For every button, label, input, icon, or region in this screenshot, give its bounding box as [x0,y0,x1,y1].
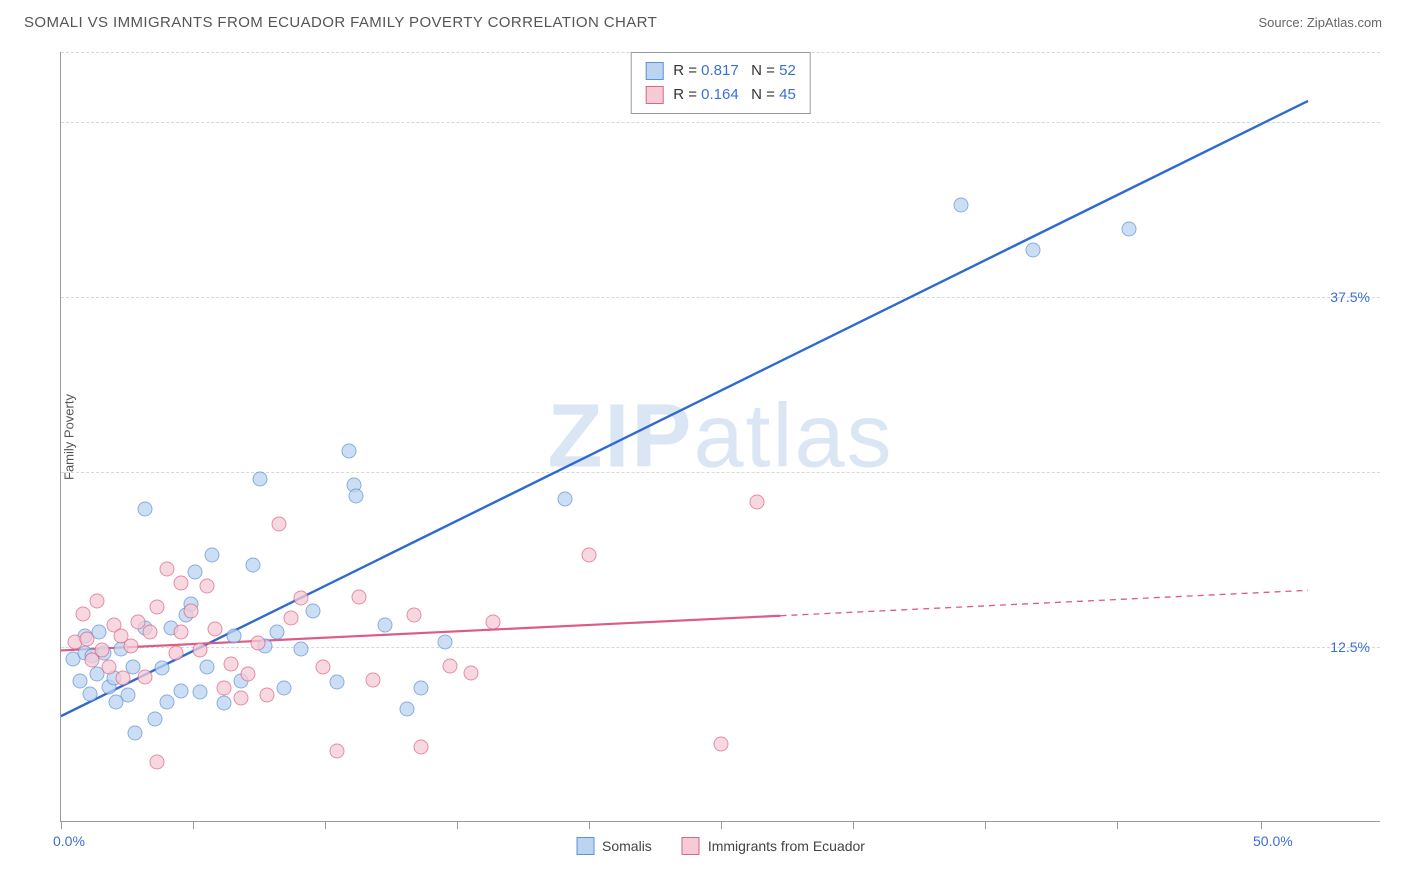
data-point-ecuador [116,671,131,686]
data-point-ecuador [207,622,222,637]
data-point-ecuador [464,665,479,680]
data-point-somalis [188,564,203,579]
x-tick [721,821,722,829]
data-point-somalis [226,629,241,644]
data-point-ecuador [272,517,287,532]
data-point-somalis [1026,242,1041,257]
x-tick [589,821,590,829]
data-point-somalis [330,675,345,690]
data-point-ecuador [582,548,597,563]
trend-line-ecuador-dashed [780,590,1308,615]
data-point-ecuador [169,646,184,661]
x-tick [985,821,986,829]
data-point-somalis [253,472,268,487]
x-tick [853,821,854,829]
data-point-ecuador [315,660,330,675]
data-point-ecuador [193,643,208,658]
data-point-somalis [399,702,414,717]
data-point-somalis [246,557,261,572]
data-point-ecuador [75,606,90,621]
data-point-somalis [1122,221,1137,236]
data-point-somalis [147,711,162,726]
data-point-ecuador [224,657,239,672]
x-tick [61,821,62,829]
data-point-somalis [277,681,292,696]
gridline [61,297,1380,298]
data-point-ecuador [486,615,501,630]
scatter-chart: ZIPatlas Family Poverty 12.5%37.5% R = 0… [60,52,1380,822]
data-point-ecuador [217,681,232,696]
data-point-ecuador [123,639,138,654]
data-point-ecuador [159,562,174,577]
data-point-somalis [128,725,143,740]
chart-title: SOMALI VS IMMIGRANTS FROM ECUADOR FAMILY… [24,14,657,31]
data-point-somalis [558,492,573,507]
legend-row-ecuador: R = 0.164 N = 45 [645,83,796,107]
x-tick-label: 0.0% [53,833,85,849]
data-point-ecuador [330,744,345,759]
data-point-somalis [270,625,285,640]
data-point-ecuador [183,604,198,619]
x-tick-label: 50.0% [1253,833,1293,849]
data-point-somalis [217,696,232,711]
x-tick [457,821,458,829]
data-point-ecuador [414,739,429,754]
data-point-ecuador [714,737,729,752]
data-point-ecuador [150,755,165,770]
data-point-somalis [342,444,357,459]
series-legend: Somalis Immigrants from Ecuador [576,837,865,855]
data-point-somalis [306,604,321,619]
x-tick [193,821,194,829]
data-point-somalis [82,686,97,701]
data-point-somalis [378,618,393,633]
x-tick [325,821,326,829]
data-point-ecuador [366,672,381,687]
data-point-ecuador [142,625,157,640]
data-point-ecuador [284,611,299,626]
data-point-somalis [200,660,215,675]
data-point-ecuador [294,591,309,606]
chart-source: Source: ZipAtlas.com [1258,15,1382,30]
y-tick-label: 12.5% [1330,639,1370,655]
data-point-ecuador [174,576,189,591]
data-point-ecuador [94,643,109,658]
x-tick [1117,821,1118,829]
data-point-somalis [294,641,309,656]
data-point-somalis [438,634,453,649]
gridline [61,122,1380,123]
data-point-ecuador [750,494,765,509]
stats-legend: R = 0.817 N = 52 R = 0.164 N = 45 [630,52,811,114]
data-point-ecuador [241,667,256,682]
data-point-ecuador [174,625,189,640]
y-tick-label: 37.5% [1330,289,1370,305]
data-point-somalis [414,681,429,696]
data-point-somalis [174,683,189,698]
data-point-ecuador [406,608,421,623]
data-point-somalis [138,501,153,516]
legend-item-somalis: Somalis [576,837,652,855]
data-point-somalis [193,685,208,700]
data-point-ecuador [200,578,215,593]
x-tick [1261,821,1262,829]
data-point-somalis [205,548,220,563]
data-point-somalis [349,489,364,504]
y-axis-label: Family Poverty [61,394,76,480]
data-point-somalis [954,198,969,213]
data-point-somalis [121,688,136,703]
data-point-ecuador [234,690,249,705]
trend-line-somalis [61,101,1308,716]
data-point-ecuador [102,660,117,675]
data-point-ecuador [150,599,165,614]
data-point-ecuador [442,658,457,673]
data-point-ecuador [250,636,265,651]
data-point-somalis [159,695,174,710]
legend-row-somalis: R = 0.817 N = 52 [645,59,796,83]
data-point-ecuador [138,669,153,684]
data-point-somalis [154,661,169,676]
data-point-ecuador [351,590,366,605]
data-point-ecuador [260,688,275,703]
legend-item-ecuador: Immigrants from Ecuador [682,837,865,855]
data-point-ecuador [80,632,95,647]
data-point-ecuador [90,594,105,609]
